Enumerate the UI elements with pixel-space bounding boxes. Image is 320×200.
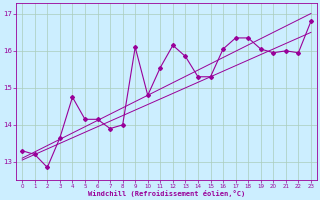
X-axis label: Windchill (Refroidissement éolien,°C): Windchill (Refroidissement éolien,°C)	[88, 190, 245, 197]
